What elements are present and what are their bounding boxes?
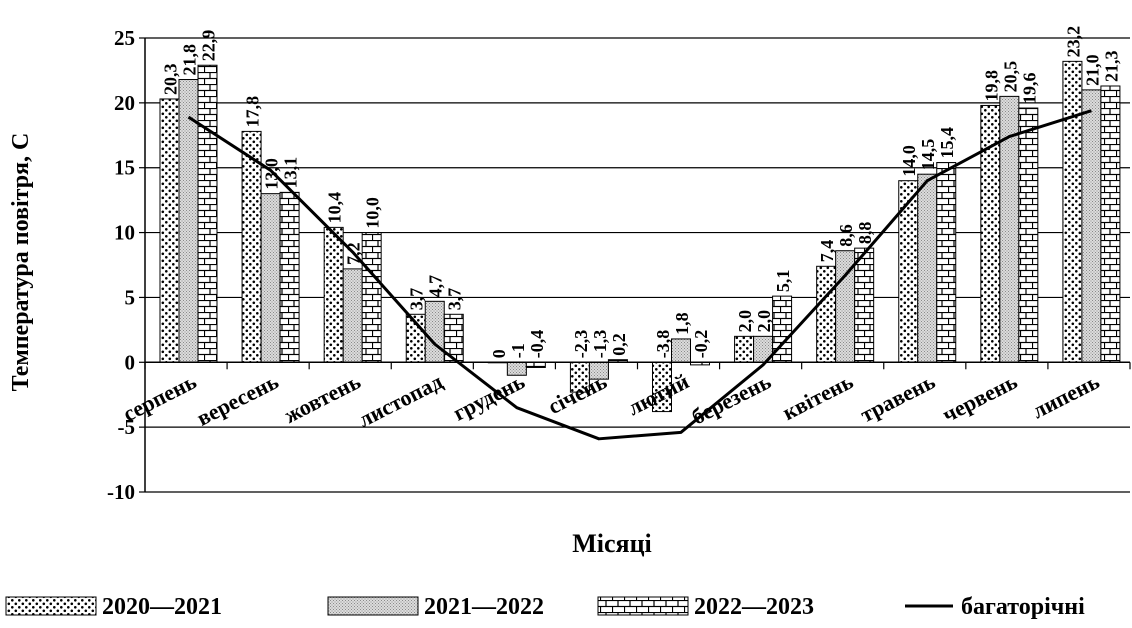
y-tick-label: -10 [107,480,135,504]
bar-dots [1062,60,1083,363]
data-labels: 20,3 17,8 10,4 3,7 0 -2,3 -3,8 2,0 7,4 14,0 19,8 23… [161,26,1122,358]
data-label: 3,7 [407,288,427,311]
data-label: -3,8 [653,330,673,359]
x-tick-label: березень [687,368,775,429]
data-label: -2,3 [571,330,591,359]
data-label: 19,6 [1019,73,1039,105]
y-tick-label: 5 [125,285,136,309]
data-label: 0,2 [609,333,629,356]
bar-bricks [1018,107,1039,363]
data-label: 3,7 [445,288,465,311]
long-term-line [187,109,1092,441]
data-label: 5,1 [773,270,793,293]
data-label: 10,0 [363,197,383,229]
x-tick-label: жовтень [280,368,365,428]
bar-fine-dots [671,338,691,363]
data-label: 2,0 [735,310,755,333]
x-axis-label: Місяці [572,529,652,558]
x-tick-label: травень [856,368,939,427]
legend-swatch-bricks [597,596,689,616]
data-label: 21,0 [1082,54,1102,86]
data-label: 19,8 [981,70,1001,101]
data-label: 7,2 [344,242,364,265]
y-tick-label: 0 [125,350,136,374]
x-tick-label: грудень [449,368,529,425]
y-tick-label: 15 [114,156,135,180]
legend: 2020—2021 2021—2022 2022—2023 багаторічні [5,594,1085,620]
data-label: -1 [508,343,528,358]
bar-fine-dots [342,268,363,363]
bar-dots [323,226,344,363]
legend-label: 2022—2023 [694,594,814,620]
data-label: 22,9 [199,30,219,62]
data-label: 0 [489,349,509,358]
data-label: 13,0 [262,158,282,190]
y-tick-label: 10 [114,221,135,245]
legend-label: 2021—2022 [424,594,544,620]
axes [144,38,1131,492]
data-label: 8,6 [836,224,856,247]
data-label: -0,2 [691,330,711,359]
bar-bricks [279,191,300,363]
data-label: 8,8 [855,222,875,245]
bar-dots [734,335,755,363]
legend-label: 2020—2021 [102,594,222,620]
data-label: 4,7 [426,275,446,298]
x-tick-label: серпень [119,368,201,426]
data-label: 23,2 [1063,26,1083,58]
bar-dots [816,265,837,363]
data-label: 14,5 [918,139,938,171]
bar-bricks [936,162,957,363]
data-label: 13,1 [281,157,301,189]
y-tick-label: -5 [118,415,136,439]
bar-bricks [854,247,875,363]
bar-fine-dots [260,193,281,363]
data-label: 20,5 [1000,61,1020,92]
data-label: 15,4 [937,127,957,159]
data-label: 17,8 [243,96,263,128]
bar-bricks [525,361,546,368]
data-label: -1,3 [590,330,610,359]
bar-dots [159,98,180,363]
y-tick-label: 25 [114,26,135,50]
bars [159,60,1121,413]
data-label: 21,8 [180,44,200,76]
data-label: 21,3 [1101,50,1121,82]
legend-label: багаторічні [961,594,1085,620]
legend-swatch-fine-dots [327,596,419,616]
data-label: 20,3 [161,63,181,95]
bar-bricks [197,64,218,363]
bar-bricks [1100,85,1121,363]
data-label: 1,8 [672,312,692,335]
bar-fine-dots [424,300,445,363]
x-tick-label: квітень [778,368,857,425]
x-tick-label: червень [938,368,1021,427]
gridlines [139,37,1130,493]
bar-bricks [361,232,382,363]
x-tick-label: липень [1028,368,1104,423]
y-axis-label: Температура повітря, С [8,133,34,392]
y-tick-label: 20 [114,91,135,115]
x-tick-label: вересень [193,368,283,430]
data-label: 7,4 [817,240,837,263]
line-series-bahatorichni [187,109,1092,441]
legend-swatch-dots [5,596,97,616]
data-label: 2,0 [754,310,774,333]
bar-dots [241,130,262,363]
data-label: -0,4 [527,330,547,359]
bar-dots [898,180,919,363]
data-label: 14,0 [899,145,919,177]
bar-fine-dots [917,173,938,363]
data-label: 10,4 [325,192,345,224]
bar-fine-dots [1081,89,1102,363]
x-tick-label: листопад [354,368,447,432]
